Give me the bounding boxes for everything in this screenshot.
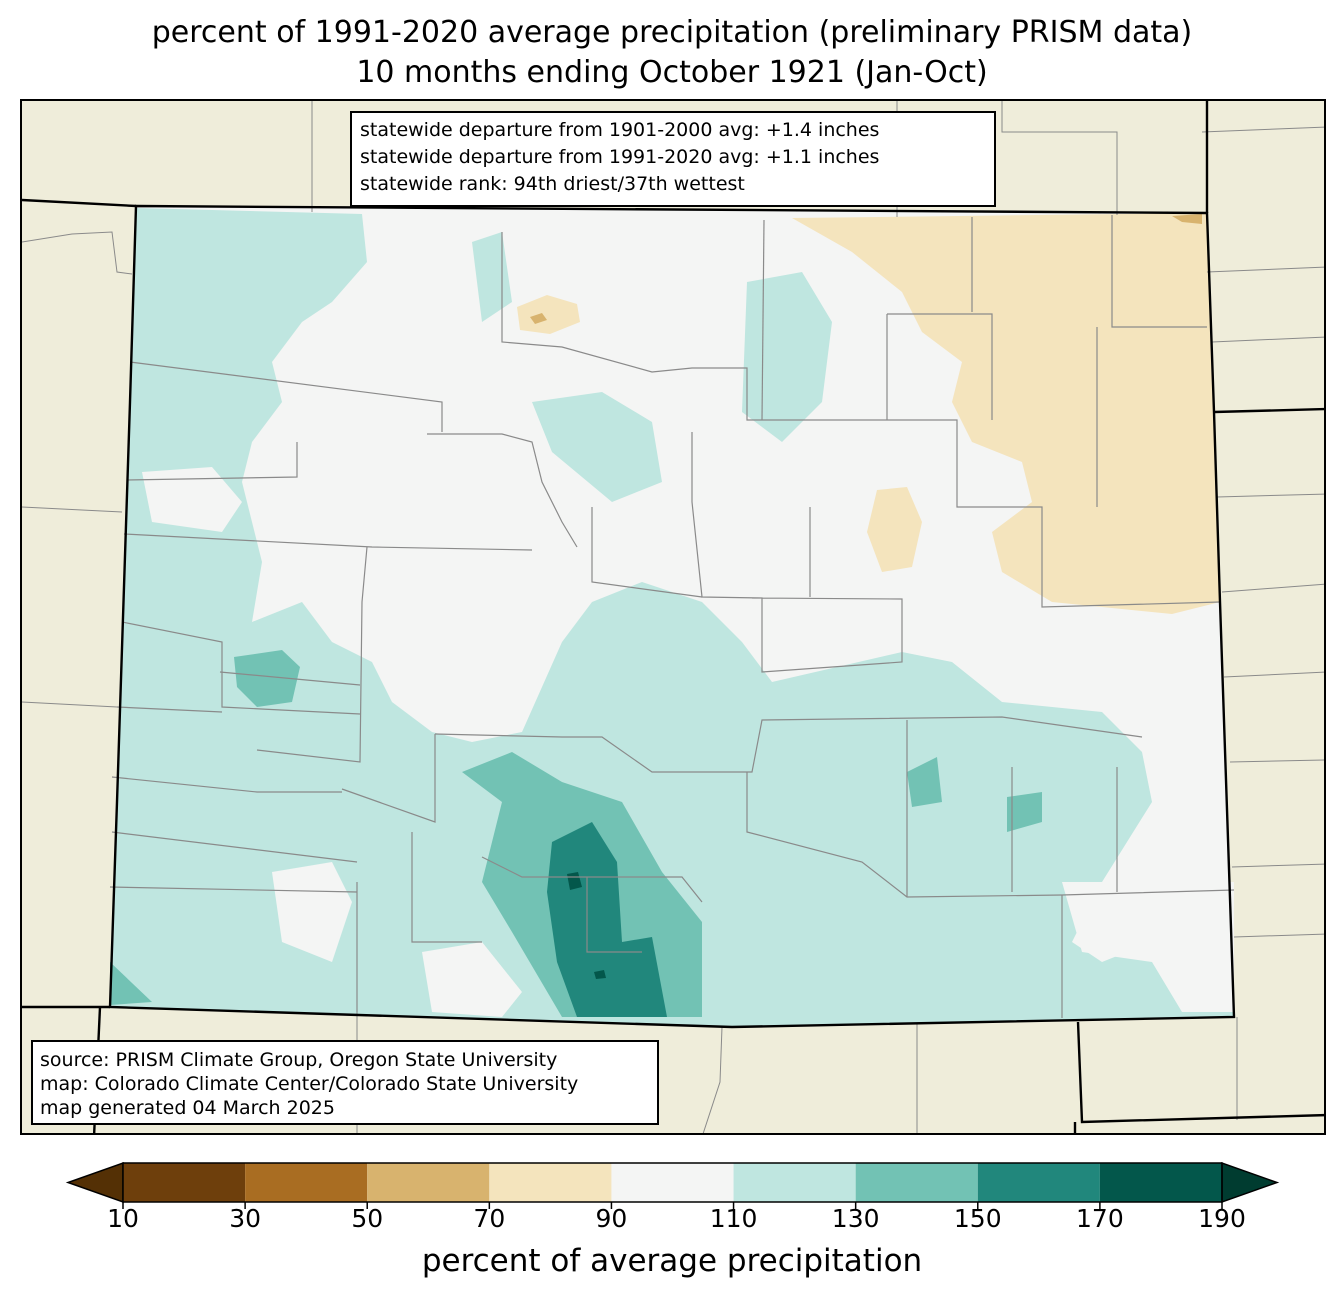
near-normal-patch-south: [422, 942, 522, 1017]
stats-departure-1901-2000: statewide departure from 1901-2000 avg: …: [360, 119, 880, 141]
colorbar-frame: [122, 1162, 1223, 1203]
colorbar-tick-label: 90: [595, 1204, 628, 1233]
neighbor-county-boundaries: [22, 101, 1324, 1133]
wet-region-west: [110, 208, 1234, 1027]
source-box: source: PRISM Climate Group, Oregon Stat…: [31, 1040, 659, 1125]
dry-spot-north: [517, 295, 580, 334]
very-wet-se-corner: [110, 962, 152, 1005]
colorbar-bin-130-150: [855, 1163, 978, 1202]
colorbar-bin-30-50: [245, 1163, 368, 1202]
dry-spot-ne-corner: [1172, 214, 1202, 224]
source-line: source: PRISM Climate Group, Oregon Stat…: [40, 1049, 558, 1071]
colorbar-tick-label: 130: [831, 1204, 880, 1233]
colorbar-tick-label: 30: [229, 1204, 262, 1233]
colorbar-bin-110-130: [733, 1163, 856, 1202]
colorbar-bin-170-190: [1099, 1163, 1222, 1202]
colorbar: [65, 1161, 1280, 1209]
very-wet-southeast: [1007, 792, 1042, 832]
colorbar-bin-90-110: [611, 1163, 734, 1202]
county-boundaries: [109, 215, 1235, 1018]
colorbar-tick-label: 110: [709, 1204, 758, 1233]
colorbar-bin-50-70: [367, 1163, 490, 1202]
colorbar-tick-label: 150: [953, 1204, 1002, 1233]
dry-spot-central: [867, 487, 922, 572]
stats-departure-1991-2020: statewide departure from 1991-2020 avg: …: [360, 146, 880, 168]
wet-region-north-central: [742, 272, 832, 442]
dry-spot-north-core: [530, 313, 547, 324]
precipitation-map: [20, 99, 1326, 1135]
very-wet-east: [907, 757, 942, 807]
colorbar-under-arrow: [65, 1161, 124, 1204]
colorbar-tick-label: 10: [107, 1204, 139, 1233]
colorbar-tick-label: 190: [1198, 1204, 1246, 1233]
statewide-stats-box: statewide departure from 1901-2000 avg: …: [350, 111, 996, 207]
colorbar-tick-label: 70: [473, 1204, 506, 1233]
near-normal-patch-sw: [272, 862, 352, 962]
wet-region-central: [532, 392, 662, 502]
extreme-spot-2: [594, 970, 606, 979]
colorbar-title: percent of average precipitation: [421, 1243, 923, 1279]
colorbar-bin-150-170: [977, 1163, 1100, 1202]
very-wet-west: [234, 650, 300, 707]
map-title-line2: 10 months ending October 1921 (Jan-Oct): [356, 55, 988, 90]
map-title-line1: percent of 1991-2020 average precipitati…: [151, 15, 1193, 50]
colorbar-over-arrow: [1221, 1161, 1280, 1204]
map-canvas: [22, 101, 1324, 1133]
colorbar-bin-10-30: [123, 1163, 246, 1202]
map-credit-line: map: Colorado Climate Center/Colorado St…: [40, 1073, 579, 1095]
dry-region-northeast: [792, 213, 1220, 614]
wettest-region: [547, 822, 667, 1017]
colorbar-bin-70-90: [489, 1163, 612, 1202]
near-normal-patch-west: [142, 467, 242, 532]
stats-rank: statewide rank: 94th driest/37th wettest: [360, 173, 745, 195]
near-normal-patch-east: [1062, 882, 1234, 1012]
colorbar-tick-label: 170: [1076, 1204, 1124, 1233]
generated-date-line: map generated 04 March 2025: [40, 1097, 335, 1119]
colorbar-tick-label: 50: [351, 1204, 384, 1233]
